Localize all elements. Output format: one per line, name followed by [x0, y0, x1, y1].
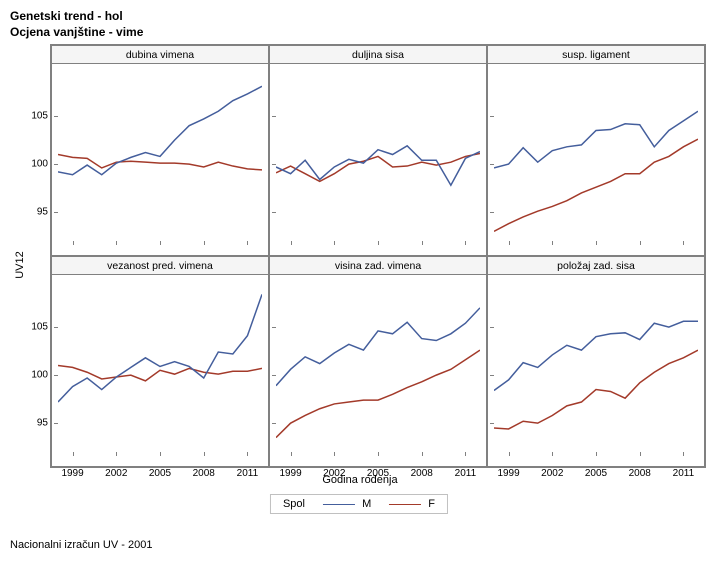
footer-text: Nacionalni izračun UV - 2001: [10, 539, 152, 551]
legend-label-m: M: [362, 498, 371, 510]
legend-swatch-m: [323, 504, 355, 505]
x-tick-mark: [334, 241, 335, 245]
subplot-panel: susp. ligament: [487, 45, 705, 256]
x-tick-mark: [73, 452, 74, 456]
x-tick-mark: [116, 452, 117, 456]
series-line-f: [494, 350, 698, 429]
line-svg: [58, 68, 262, 241]
x-tick-mark: [465, 241, 466, 245]
line-svg: [494, 279, 698, 452]
chart-title: Genetski trend - hol Ocjena vanjštine - …: [0, 0, 718, 44]
plot-region: [494, 68, 698, 241]
line-svg: [494, 68, 698, 241]
legend-swatch-f: [389, 504, 421, 505]
legend: Spol M F: [270, 494, 448, 514]
legend-item-f: F: [385, 498, 435, 510]
x-tick-mark: [596, 452, 597, 456]
line-svg: [58, 279, 262, 452]
x-tick-mark: [509, 452, 510, 456]
x-axis-label: Godina rođenja: [10, 474, 710, 486]
series-line-f: [276, 350, 480, 437]
line-svg: [276, 68, 480, 241]
series-line-m: [494, 111, 698, 168]
series-line-m: [276, 308, 480, 386]
legend-title: Spol: [283, 498, 305, 510]
y-tick-labels: 95 100 105: [18, 68, 48, 241]
x-tick-mark: [291, 241, 292, 245]
x-tick-mark: [204, 452, 205, 456]
y-tick-labels: 95 100 105: [18, 279, 48, 452]
x-tick-mark: [552, 452, 553, 456]
x-tick-mark: [509, 241, 510, 245]
title-line-2: Ocjena vanjštine - vime: [10, 24, 718, 40]
x-tick-mark: [640, 241, 641, 245]
series-line-f: [276, 154, 480, 182]
subplot-panel: položaj zad. sisa19992002200520082011: [487, 256, 705, 467]
x-tick-mark: [247, 452, 248, 456]
x-tick-mark: [116, 241, 117, 245]
series-line-m: [276, 146, 480, 185]
x-tick-mark: [465, 452, 466, 456]
plot-region: [58, 279, 262, 452]
x-tick-mark: [378, 241, 379, 245]
x-tick-mark: [247, 241, 248, 245]
x-tick-mark: [683, 241, 684, 245]
plot-region: [276, 68, 480, 241]
panel-header: susp. ligament: [488, 46, 704, 64]
panel-header: vezanost pred. vimena: [52, 257, 268, 275]
panel-header: duljina sisa: [270, 46, 486, 64]
panel-header: dubina vimena: [52, 46, 268, 64]
x-tick-mark: [334, 452, 335, 456]
y-tick-label: 105: [18, 322, 48, 333]
plot-region: [276, 279, 480, 452]
y-tick-label: 100: [18, 370, 48, 381]
x-tick-mark: [378, 452, 379, 456]
panel-header: položaj zad. sisa: [488, 257, 704, 275]
x-tick-mark: [422, 241, 423, 245]
x-tick-mark: [683, 452, 684, 456]
series-line-m: [58, 294, 262, 402]
x-tick-mark: [160, 452, 161, 456]
plot-region: [58, 68, 262, 241]
line-svg: [276, 279, 480, 452]
x-tick-mark: [596, 241, 597, 245]
legend-item-m: M: [319, 498, 371, 510]
y-tick-label: 95: [18, 207, 48, 218]
panel-header: visina zad. vimena: [270, 257, 486, 275]
subplot-panel: duljina sisa: [269, 45, 487, 256]
x-tick-mark: [552, 241, 553, 245]
panel-grid: dubina vimena95100105duljina sisasusp. l…: [50, 44, 706, 468]
subplot-panel: visina zad. vimena19992002200520082011: [269, 256, 487, 467]
x-tick-mark: [73, 241, 74, 245]
x-tick-mark: [291, 452, 292, 456]
x-tick-mark: [160, 241, 161, 245]
plot-region: [494, 279, 698, 452]
series-line-m: [494, 321, 698, 390]
subplot-panel: vezanost pred. vimena9510010519992002200…: [51, 256, 269, 467]
y-tick-label: 95: [18, 418, 48, 429]
y-tick-label: 105: [18, 111, 48, 122]
x-tick-mark: [640, 452, 641, 456]
x-tick-mark: [422, 452, 423, 456]
y-axis-label: UV12: [14, 251, 26, 279]
legend-label-f: F: [428, 498, 435, 510]
series-line-m: [58, 86, 262, 174]
y-tick-label: 100: [18, 159, 48, 170]
subplot-panel: dubina vimena95100105: [51, 45, 269, 256]
chart-area: UV12 dubina vimena95100105duljina sisasu…: [10, 44, 710, 486]
title-line-1: Genetski trend - hol: [10, 8, 718, 24]
x-tick-mark: [204, 241, 205, 245]
series-line-f: [494, 139, 698, 231]
